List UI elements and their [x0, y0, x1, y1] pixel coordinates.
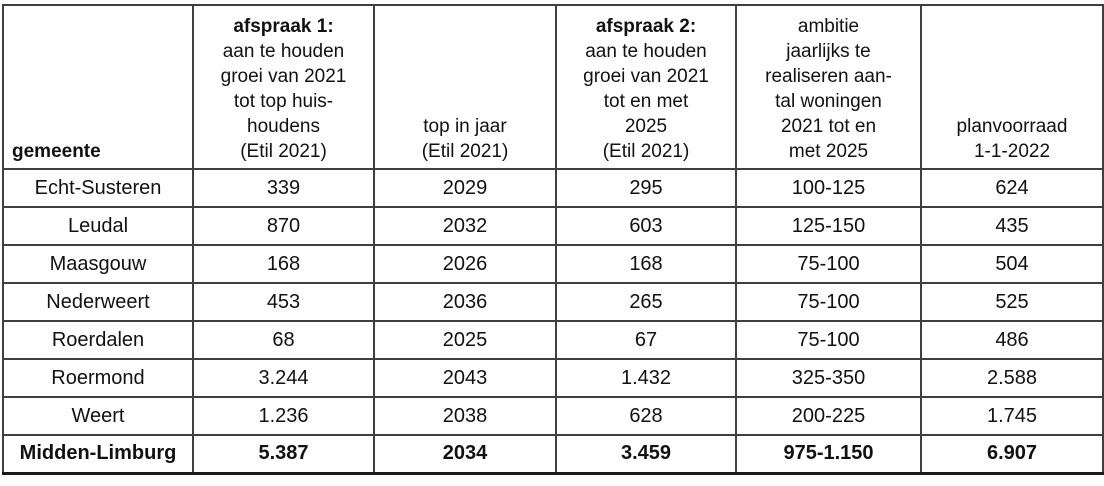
cell-planvoorraad: 6.907 — [920, 434, 1104, 474]
cell-ambitie: 125-150 — [735, 206, 922, 246]
header-label-ambitie: ambitie jaarlijks te realiseren aan- tal… — [765, 16, 892, 162]
cell-afspraak-2: 1.432 — [555, 358, 737, 398]
cell-planvoorraad: 525 — [920, 282, 1104, 322]
header-subtitle-afspraak-1: aan te houden groei van 2021 tot top hui… — [220, 41, 347, 162]
cell-afspraak-1: 68 — [192, 320, 375, 360]
header-title-afspraak-1: afspraak 1: — [233, 16, 334, 37]
cell-gemeente: Roerdalen — [2, 320, 194, 360]
table-row-roerdalen: Roerdalen 68 2025 67 75-100 486 — [2, 320, 1104, 360]
header-label-planvoorraad: planvoorraad 1-1-2022 — [956, 116, 1068, 162]
cell-gemeente: Leudal — [2, 206, 194, 246]
cell-afspraak-2: 603 — [555, 206, 737, 246]
cell-ambitie: 75-100 — [735, 282, 922, 322]
cell-top-in-jaar: 2026 — [373, 244, 557, 284]
cell-gemeente: Roermond — [2, 358, 194, 398]
header-cell-afspraak-2: afspraak 2: aan te houden groei van 2021… — [555, 4, 737, 170]
cell-afspraak-1: 453 — [192, 282, 375, 322]
cell-gemeente: Nederweert — [2, 282, 194, 322]
cell-planvoorraad: 486 — [920, 320, 1104, 360]
cell-top-in-jaar: 2038 — [373, 396, 557, 436]
cell-ambitie: 975-1.150 — [735, 434, 922, 474]
table-row-roermond: Roermond 3.244 2043 1.432 325-350 2.588 — [2, 358, 1104, 398]
cell-afspraak-2: 3.459 — [555, 434, 737, 474]
cell-afspraak-1: 3.244 — [192, 358, 375, 398]
header-cell-afspraak-1: afspraak 1: aan te houden groei van 2021… — [192, 4, 375, 170]
cell-afspraak-1: 1.236 — [192, 396, 375, 436]
table-row-total-midden-limburg: Midden-Limburg 5.387 2034 3.459 975-1.15… — [2, 434, 1104, 474]
cell-afspraak-2: 168 — [555, 244, 737, 284]
cell-planvoorraad: 624 — [920, 168, 1104, 208]
table-row-leudal: Leudal 870 2032 603 125-150 435 — [2, 206, 1104, 246]
cell-gemeente: Midden-Limburg — [2, 434, 194, 474]
cell-top-in-jaar: 2043 — [373, 358, 557, 398]
header-label-top-in-jaar: top in jaar (Etil 2021) — [421, 116, 509, 162]
cell-gemeente: Maasgouw — [2, 244, 194, 284]
cell-top-in-jaar: 2025 — [373, 320, 557, 360]
cell-top-in-jaar: 2032 — [373, 206, 557, 246]
cell-top-in-jaar: 2034 — [373, 434, 557, 474]
cell-top-in-jaar: 2029 — [373, 168, 557, 208]
cell-afspraak-2: 628 — [555, 396, 737, 436]
cell-afspraak-2: 67 — [555, 320, 737, 360]
cell-afspraak-1: 168 — [192, 244, 375, 284]
cell-afspraak-1: 5.387 — [192, 434, 375, 474]
table-row-nederweert: Nederweert 453 2036 265 75-100 525 — [2, 282, 1104, 322]
cell-ambitie: 325-350 — [735, 358, 922, 398]
header-subtitle-afspraak-2: aan te houden groei van 2021 tot en met … — [583, 41, 709, 162]
cell-ambitie: 75-100 — [735, 244, 922, 284]
table-row-maasgouw: Maasgouw 168 2026 168 75-100 504 — [2, 244, 1104, 284]
cell-planvoorraad: 1.745 — [920, 396, 1104, 436]
cell-ambitie: 100-125 — [735, 168, 922, 208]
header-row: gemeente afspraak 1: aan te houden groei… — [2, 4, 1104, 170]
header-cell-planvoorraad: planvoorraad 1-1-2022 — [920, 4, 1104, 170]
header-cell-gemeente: gemeente — [2, 4, 194, 170]
cell-afspraak-2: 265 — [555, 282, 737, 322]
header-cell-ambitie: ambitie jaarlijks te realiseren aan- tal… — [735, 4, 922, 170]
cell-planvoorraad: 435 — [920, 206, 1104, 246]
cell-gemeente: Weert — [2, 396, 194, 436]
housing-agreements-table: gemeente afspraak 1: aan te houden groei… — [2, 4, 1104, 475]
cell-afspraak-1: 870 — [192, 206, 375, 246]
cell-gemeente: Echt-Susteren — [2, 168, 194, 208]
cell-top-in-jaar: 2036 — [373, 282, 557, 322]
table-row-echt-susteren: Echt-Susteren 339 2029 295 100-125 624 — [2, 168, 1104, 208]
cell-planvoorraad: 504 — [920, 244, 1104, 284]
cell-afspraak-2: 295 — [555, 168, 737, 208]
table-row-weert: Weert 1.236 2038 628 200-225 1.745 — [2, 396, 1104, 436]
header-title-afspraak-2: afspraak 2: — [595, 16, 697, 37]
cell-planvoorraad: 2.588 — [920, 358, 1104, 398]
header-cell-top-in-jaar: top in jaar (Etil 2021) — [373, 4, 557, 170]
header-label-gemeente: gemeente — [12, 141, 101, 162]
cell-ambitie: 200-225 — [735, 396, 922, 436]
cell-afspraak-1: 339 — [192, 168, 375, 208]
cell-ambitie: 75-100 — [735, 320, 922, 360]
